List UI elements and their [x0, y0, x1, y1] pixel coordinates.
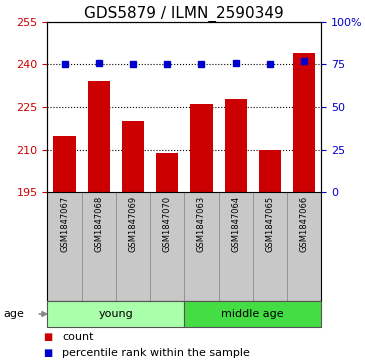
Text: young: young: [99, 309, 133, 319]
Text: ■: ■: [43, 332, 52, 342]
Text: GSM1847064: GSM1847064: [231, 196, 240, 252]
Bar: [150, 192, 184, 301]
Bar: [47, 192, 82, 301]
Text: age: age: [4, 309, 24, 319]
Bar: [47, 301, 184, 327]
Bar: [184, 301, 321, 327]
Bar: [53, 135, 76, 192]
Text: GSM1847067: GSM1847067: [60, 196, 69, 252]
Bar: [82, 192, 116, 301]
Text: ■: ■: [43, 348, 52, 358]
Bar: [287, 192, 321, 301]
Text: GSM1847066: GSM1847066: [300, 196, 308, 252]
Text: middle age: middle age: [222, 309, 284, 319]
Text: GSM1847068: GSM1847068: [94, 196, 103, 252]
Bar: [122, 121, 144, 192]
Text: GSM1847070: GSM1847070: [163, 196, 172, 252]
Text: percentile rank within the sample: percentile rank within the sample: [62, 348, 250, 358]
Bar: [293, 53, 315, 192]
Text: GSM1847069: GSM1847069: [128, 196, 138, 252]
Bar: [259, 150, 281, 192]
Bar: [184, 192, 219, 301]
Bar: [224, 98, 247, 192]
Text: GSM1847063: GSM1847063: [197, 196, 206, 252]
Bar: [156, 152, 178, 192]
Text: count: count: [62, 332, 93, 342]
Bar: [219, 192, 253, 301]
Bar: [88, 81, 110, 192]
Title: GDS5879 / ILMN_2590349: GDS5879 / ILMN_2590349: [84, 5, 284, 22]
Bar: [253, 192, 287, 301]
Bar: [116, 192, 150, 301]
Text: GSM1847065: GSM1847065: [265, 196, 274, 252]
Bar: [190, 104, 212, 192]
